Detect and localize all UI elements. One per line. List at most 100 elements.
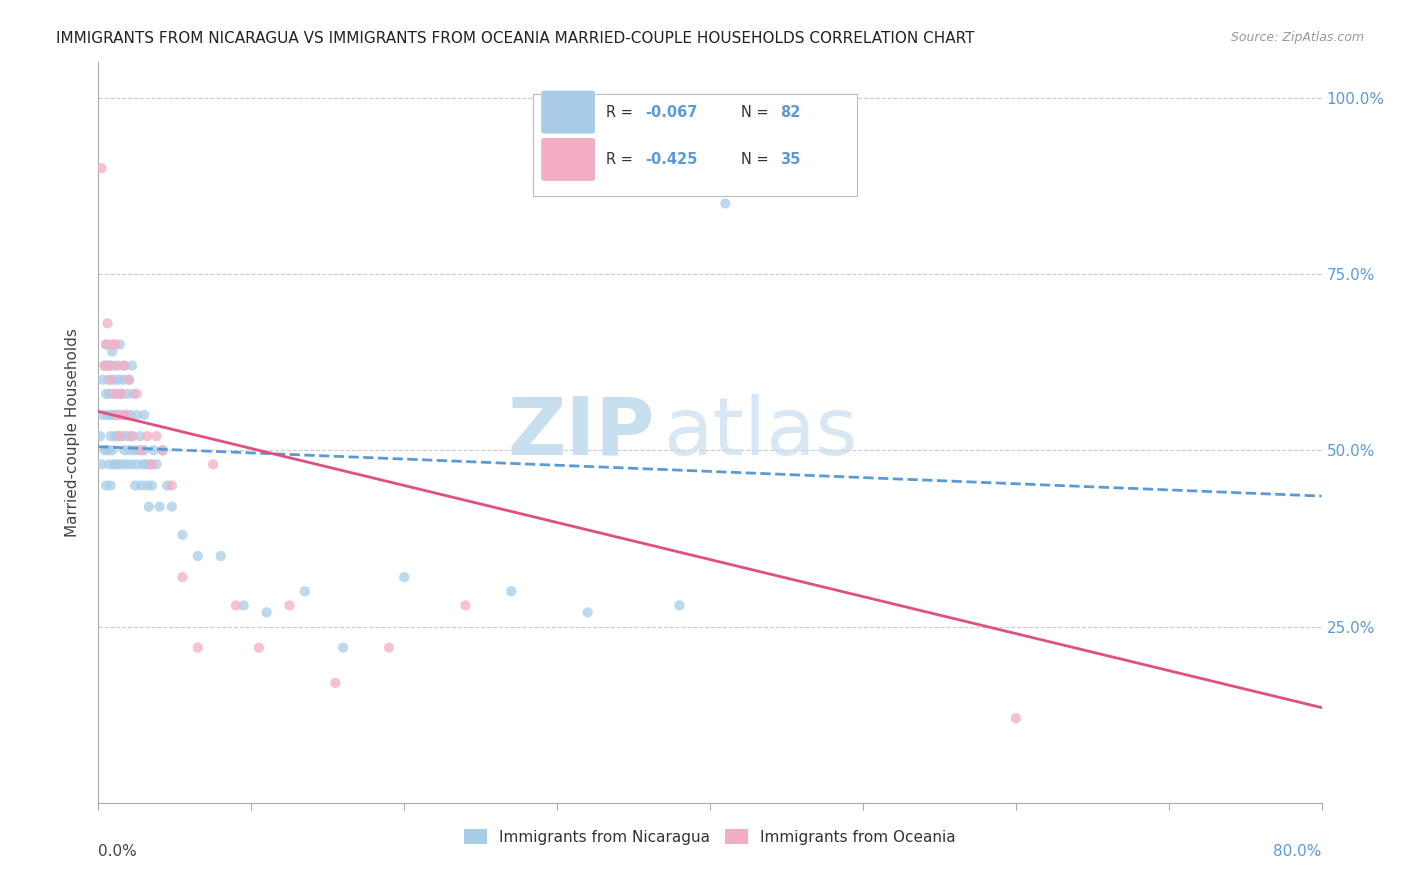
- Point: [172, 528, 194, 542]
- Point: [90, 161, 112, 176]
- Point: [714, 196, 737, 211]
- Point: [125, 458, 148, 472]
- Point: [91, 408, 114, 422]
- Point: [668, 599, 690, 613]
- Point: [103, 387, 125, 401]
- Point: [107, 359, 129, 373]
- Point: [107, 373, 129, 387]
- Point: [110, 458, 132, 472]
- Point: [94, 478, 117, 492]
- Point: [94, 337, 117, 351]
- Point: [120, 408, 142, 422]
- Text: IMMIGRANTS FROM NICARAGUA VS IMMIGRANTS FROM OCEANIA MARRIED-COUPLE HOUSEHOLDS C: IMMIGRANTS FROM NICARAGUA VS IMMIGRANTS …: [56, 31, 974, 46]
- Point: [111, 429, 134, 443]
- Point: [103, 408, 125, 422]
- Text: ZIP: ZIP: [508, 393, 655, 472]
- Point: [247, 640, 270, 655]
- Point: [332, 640, 354, 655]
- Point: [160, 500, 183, 514]
- Point: [187, 640, 209, 655]
- Point: [101, 408, 124, 422]
- Point: [576, 606, 599, 620]
- Point: [118, 373, 141, 387]
- Point: [129, 443, 152, 458]
- Point: [97, 408, 120, 422]
- Point: [111, 373, 134, 387]
- Text: Source: ZipAtlas.com: Source: ZipAtlas.com: [1230, 31, 1364, 45]
- Point: [112, 359, 135, 373]
- Point: [121, 429, 143, 443]
- Point: [105, 458, 128, 472]
- Point: [94, 337, 117, 351]
- Point: [90, 458, 112, 472]
- Point: [135, 458, 157, 472]
- Point: [101, 344, 124, 359]
- Point: [93, 359, 115, 373]
- Text: N =: N =: [741, 104, 773, 120]
- Point: [141, 478, 163, 492]
- Point: [103, 373, 125, 387]
- Legend: Immigrants from Nicaragua, Immigrants from Oceania: Immigrants from Nicaragua, Immigrants fr…: [458, 822, 962, 851]
- Point: [134, 443, 156, 458]
- Point: [256, 606, 278, 620]
- Point: [117, 387, 139, 401]
- Text: 82: 82: [780, 104, 800, 120]
- Point: [103, 458, 125, 472]
- Point: [115, 408, 138, 422]
- Point: [156, 478, 179, 492]
- Text: N =: N =: [741, 152, 773, 167]
- Point: [134, 408, 156, 422]
- Point: [112, 359, 135, 373]
- Point: [108, 408, 131, 422]
- Point: [232, 599, 254, 613]
- Text: atlas: atlas: [664, 393, 858, 472]
- Point: [100, 478, 122, 492]
- Point: [107, 429, 129, 443]
- Point: [127, 443, 149, 458]
- Text: R =: R =: [606, 104, 637, 120]
- Point: [121, 359, 143, 373]
- Text: -0.067: -0.067: [645, 104, 697, 120]
- Y-axis label: Married-couple Households: Married-couple Households: [65, 328, 80, 537]
- Point: [141, 458, 163, 472]
- Point: [138, 500, 160, 514]
- Point: [392, 570, 416, 584]
- Point: [117, 429, 139, 443]
- Text: -0.425: -0.425: [645, 152, 697, 167]
- Point: [98, 373, 121, 387]
- Point: [108, 429, 131, 443]
- Point: [97, 316, 120, 330]
- Point: [152, 443, 174, 458]
- Point: [152, 443, 174, 458]
- Point: [120, 458, 142, 472]
- Point: [94, 387, 117, 401]
- Text: R =: R =: [606, 152, 637, 167]
- Point: [136, 429, 159, 443]
- Point: [97, 443, 120, 458]
- FancyBboxPatch shape: [533, 94, 856, 195]
- Point: [112, 443, 135, 458]
- Point: [122, 387, 145, 401]
- Point: [115, 408, 138, 422]
- Point: [121, 429, 143, 443]
- Point: [378, 640, 401, 655]
- FancyBboxPatch shape: [541, 91, 595, 134]
- Point: [118, 373, 141, 387]
- Point: [278, 599, 301, 613]
- Point: [149, 500, 172, 514]
- Point: [325, 676, 347, 690]
- Point: [128, 429, 150, 443]
- Point: [118, 443, 141, 458]
- Point: [1004, 711, 1026, 725]
- Point: [145, 429, 167, 443]
- Point: [202, 458, 225, 472]
- Point: [110, 387, 132, 401]
- Point: [225, 599, 247, 613]
- Point: [104, 429, 127, 443]
- Point: [110, 387, 132, 401]
- Point: [91, 373, 114, 387]
- Text: 35: 35: [780, 152, 800, 167]
- Point: [105, 387, 128, 401]
- Point: [125, 408, 148, 422]
- Point: [93, 443, 115, 458]
